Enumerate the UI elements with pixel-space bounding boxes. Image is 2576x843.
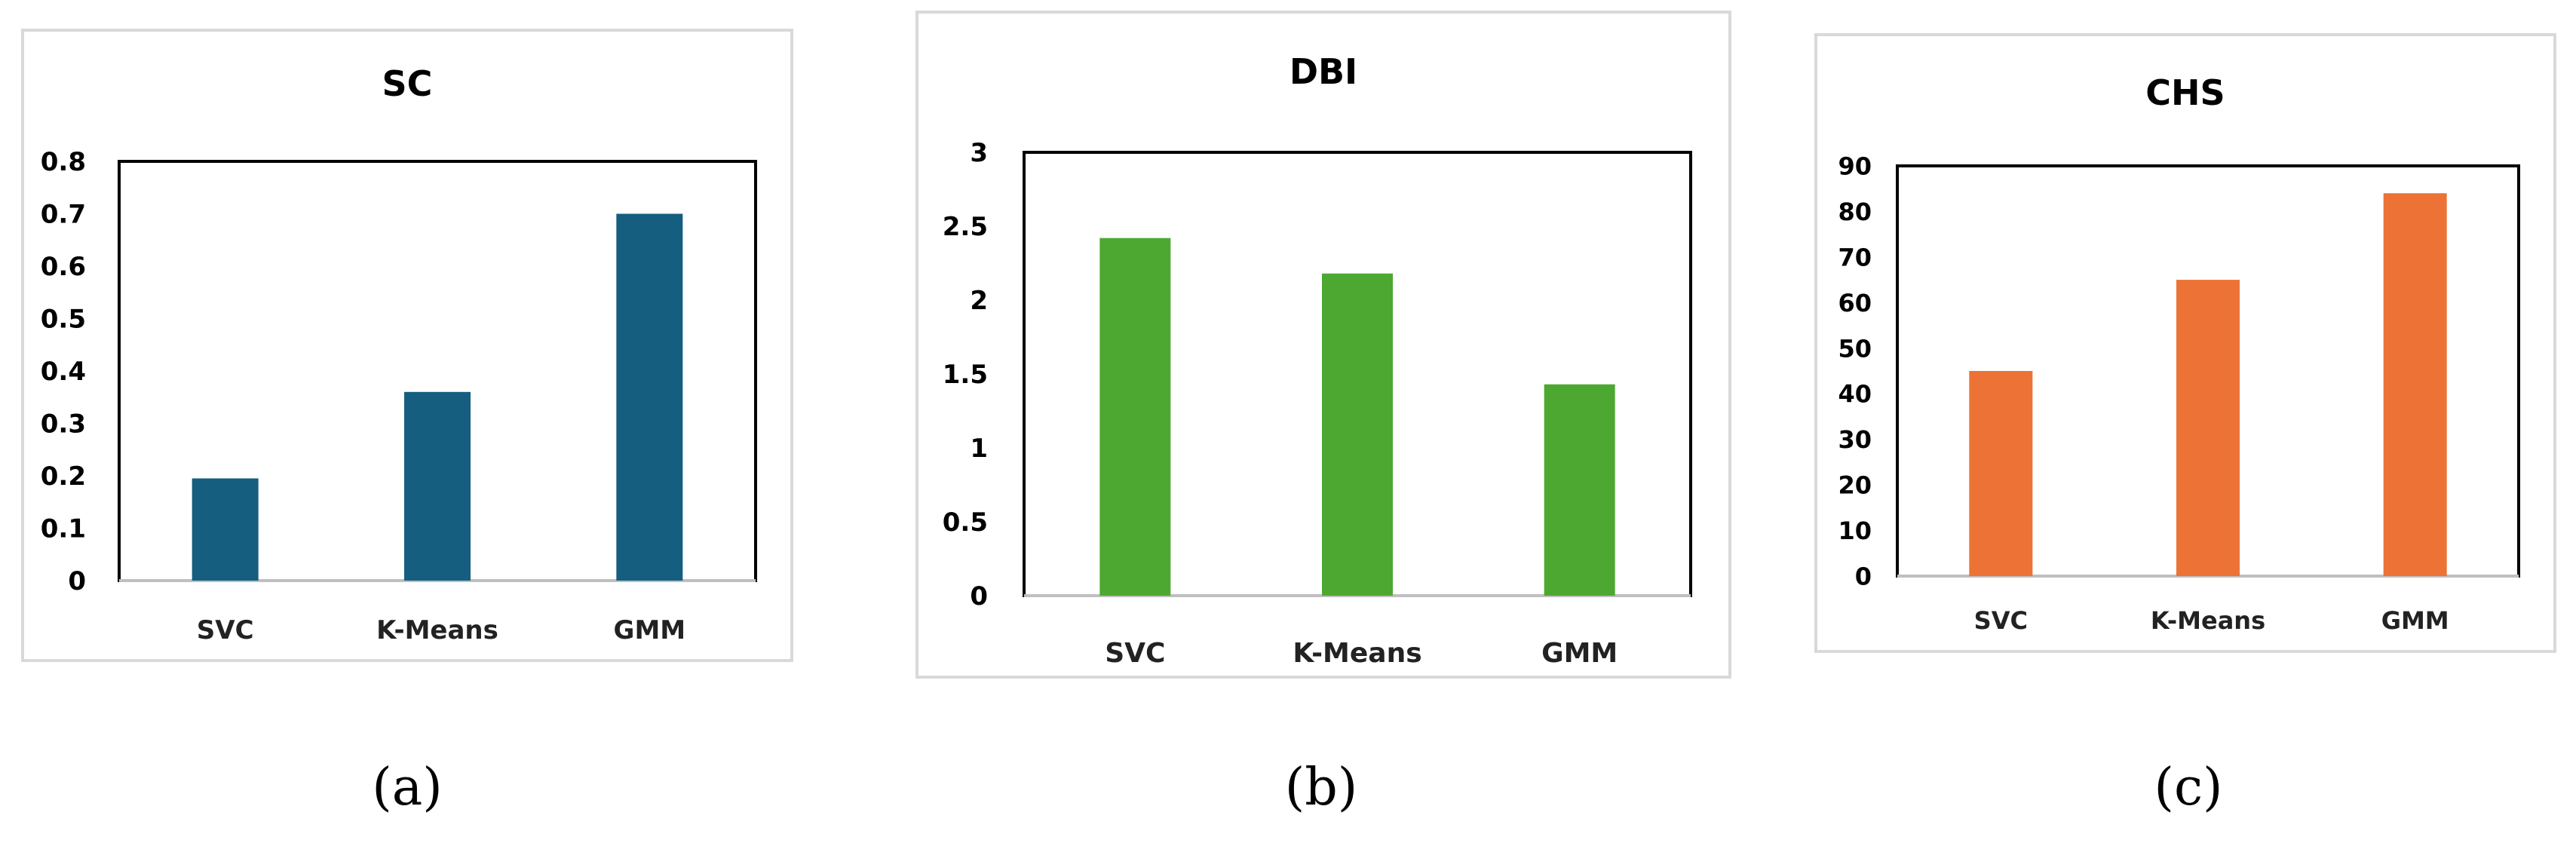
caption-b: (b): [1284, 758, 1358, 817]
y-tick-label: 1: [970, 434, 988, 464]
y-tick-label: 0: [970, 581, 988, 612]
y-tick-label: 20: [1838, 471, 1872, 500]
y-tick-label: 0.1: [41, 514, 86, 544]
y-tick-label: 0: [1855, 563, 1872, 591]
y-tick-label: 3: [970, 138, 988, 168]
y-tick-label: 40: [1838, 380, 1872, 409]
y-tick-label: 0.5: [41, 305, 86, 335]
y-tick-label: 2.5: [943, 212, 988, 242]
bar-gmm: [1544, 384, 1615, 596]
chart-panel-sc: SC 0 0.1 0.2 0.3 0.4 0.5 0.6 0.7 0.8 SVC K-Means GM…: [21, 29, 793, 662]
chart-panel-chs: CHS 0 10 20 30 40 50 60 70 80 90 SVC K-Means GMM: [1814, 33, 2556, 653]
chart-title: SC: [382, 63, 433, 104]
bar-k-means: [1322, 273, 1393, 596]
x-category-label: SVC: [197, 615, 254, 645]
chs-chart-svg: 0 10 20 30 40 50 60 70 80 90 SVC K-Means GMM: [1838, 152, 2520, 635]
chart-title: DBI: [1289, 51, 1358, 92]
bar-svc: [192, 478, 259, 581]
caption-a: (a): [372, 758, 443, 817]
sc-chart-svg: 0 0.1 0.2 0.3 0.4 0.5 0.6 0.7 0.8 SVC K-Means GMM: [41, 147, 757, 645]
x-category-label: GMM: [2381, 606, 2449, 635]
bar-svc: [1969, 371, 2033, 576]
y-tick-label: 0.4: [41, 357, 86, 387]
y-tick-label: 0.8: [41, 147, 86, 177]
x-category-label: K-Means: [376, 615, 498, 645]
caption-c: (c): [2154, 758, 2223, 817]
bar-gmm: [2383, 193, 2447, 576]
y-tick-label: 0.5: [943, 507, 988, 538]
y-tick-label: 10: [1838, 517, 1872, 545]
x-category-label: K-Means: [1293, 638, 1421, 669]
y-tick-label: 0.2: [41, 461, 86, 492]
dbi-chart-svg: 0 0.5 1 1.5 2 2.5 3 SVC K-Means GMM: [943, 138, 1692, 669]
y-tick-label: 70: [1838, 243, 1872, 271]
y-tick-label: 30: [1838, 425, 1872, 454]
y-tick-label: 2: [970, 286, 988, 316]
y-tick-label: 0.7: [41, 200, 86, 230]
bar-k-means: [404, 391, 471, 581]
x-category-label: SVC: [1105, 638, 1165, 669]
bar-svc: [1099, 238, 1171, 596]
x-category-label: SVC: [1974, 606, 2028, 635]
x-category-label: K-Means: [2151, 606, 2265, 635]
y-tick-label: 60: [1838, 289, 1872, 317]
y-tick-label: 80: [1838, 198, 1872, 226]
chart-title: CHS: [2145, 72, 2225, 113]
y-tick-label: 0.6: [41, 252, 86, 282]
y-tick-label: 0: [68, 566, 86, 596]
y-tick-label: 90: [1838, 152, 1872, 181]
x-category-label: GMM: [614, 615, 686, 645]
y-tick-label: 50: [1838, 334, 1872, 363]
y-tick-label: 1.5: [943, 360, 988, 390]
chart-panel-dbi: DBI 0 0.5 1 1.5 2 2.5 3 SVC K-Means GMM: [915, 11, 1731, 679]
bar-k-means: [2176, 280, 2240, 576]
x-category-label: GMM: [1541, 638, 1618, 669]
y-tick-label: 0.3: [41, 409, 86, 440]
bar-gmm: [616, 213, 683, 581]
